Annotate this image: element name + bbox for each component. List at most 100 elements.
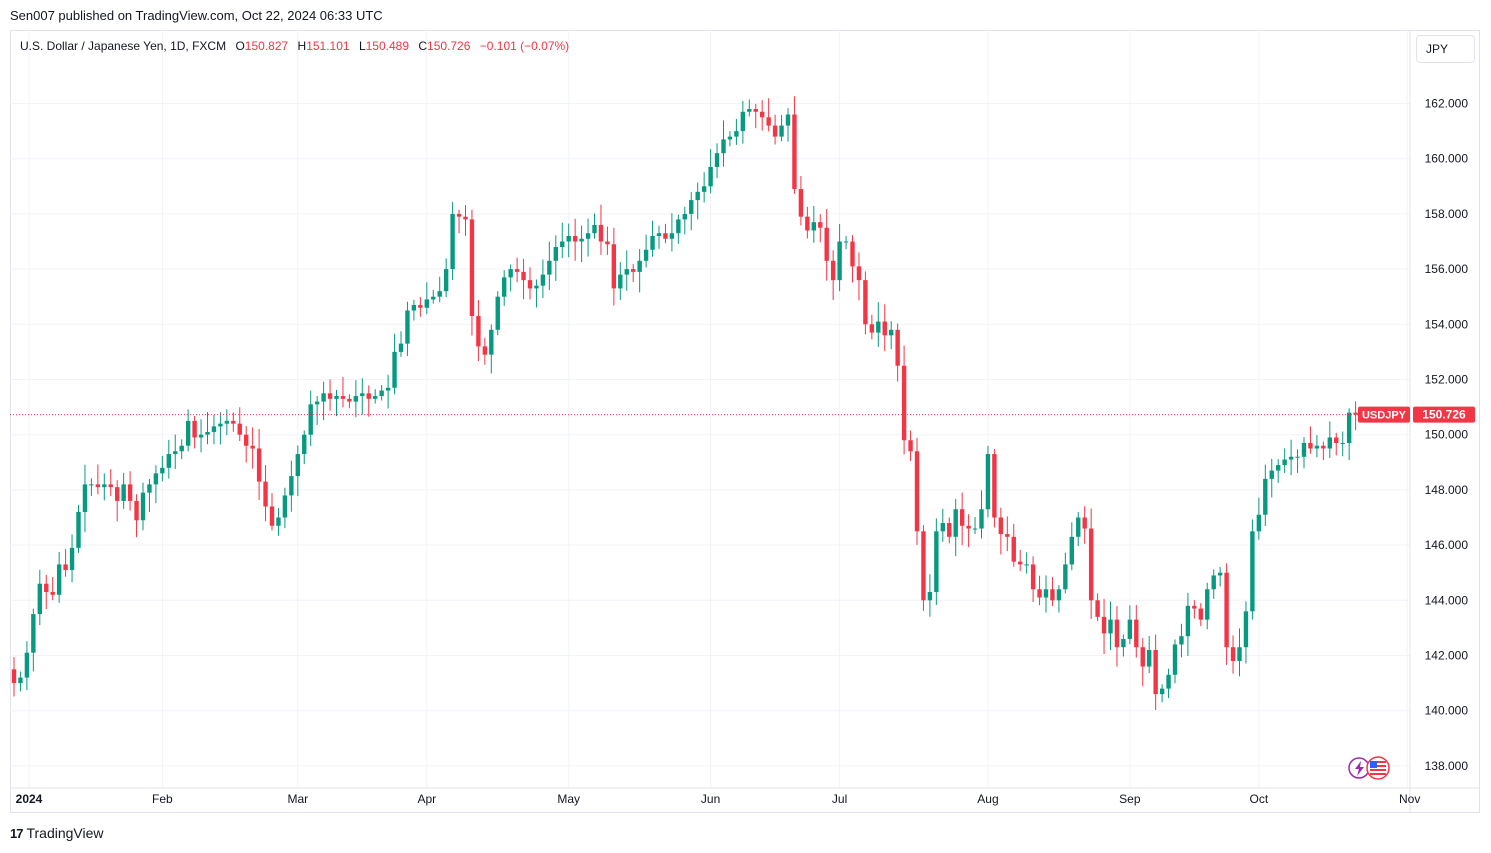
candle-body — [566, 235, 571, 242]
y-tick-label: 146.000 — [1425, 538, 1469, 552]
candle-body — [727, 136, 733, 140]
candle-body — [1256, 514, 1262, 532]
candle-body — [56, 564, 62, 595]
flag-icons[interactable] — [1348, 756, 1390, 780]
candle-body — [256, 448, 262, 482]
candle-body — [192, 420, 197, 438]
tradingview-logo-icon: 17 — [10, 825, 24, 841]
candle-body — [830, 260, 836, 281]
candle-body — [895, 329, 900, 366]
candle-body — [308, 404, 313, 435]
candle-body — [1018, 561, 1023, 565]
candle-body — [811, 222, 816, 231]
x-tick-label: Nov — [1399, 792, 1420, 806]
candle-body — [856, 266, 862, 281]
x-tick-label: Feb — [152, 792, 173, 806]
candle-body — [1166, 674, 1171, 689]
candle-body — [676, 219, 681, 234]
candle-body — [747, 109, 752, 112]
candle-body — [940, 523, 945, 532]
candle-body — [405, 310, 410, 344]
candle-body — [985, 454, 991, 510]
candle-body — [1340, 442, 1345, 444]
candle-body — [224, 420, 230, 424]
candle-body — [295, 454, 300, 477]
candle-body — [1108, 619, 1113, 634]
x-tick-label: Sep — [1119, 792, 1141, 806]
candle-body — [392, 351, 397, 388]
candle-body — [1024, 564, 1029, 566]
x-tick-label: Aug — [977, 792, 998, 806]
candle-body — [418, 304, 423, 308]
candle-body — [914, 451, 920, 532]
candle-body — [147, 484, 152, 493]
candle-body — [979, 509, 984, 529]
candle-body — [863, 280, 868, 325]
candle-body — [140, 492, 146, 521]
candle-body — [1308, 442, 1313, 449]
last-price-tag — [1413, 406, 1475, 423]
y-tick-label: 140.000 — [1425, 704, 1469, 718]
candle-body — [289, 476, 294, 496]
candle-body — [1346, 412, 1352, 443]
candle-body — [689, 200, 694, 214]
candle-body — [514, 269, 520, 272]
symbol-description: U.S. Dollar / Japanese Yen, 1D, FXCM — [20, 39, 227, 53]
y-tick-label: 142.000 — [1425, 649, 1469, 663]
candle-body — [805, 216, 810, 231]
candle-body — [579, 238, 584, 242]
candle-body — [779, 125, 784, 137]
candle-body — [398, 343, 404, 352]
candle-body — [218, 423, 223, 427]
candle-body — [424, 299, 429, 308]
candle-body — [1269, 470, 1274, 479]
candle-body — [1172, 644, 1178, 675]
candle-body — [108, 484, 113, 488]
candle-body — [269, 506, 275, 526]
y-tick-label: 160.000 — [1425, 152, 1469, 166]
candle-body — [263, 481, 268, 507]
close-value: 150.726 — [427, 39, 471, 53]
candle-body — [495, 296, 500, 330]
candle-body — [1237, 647, 1242, 662]
candle-body — [1063, 564, 1068, 590]
candle-body — [1353, 412, 1358, 415]
candle-body — [714, 153, 720, 167]
candle-body — [469, 219, 475, 317]
candle-body — [708, 166, 713, 187]
candle-body — [643, 249, 649, 261]
candle-body — [650, 235, 655, 250]
footer-brand[interactable]: 17 TradingView — [10, 825, 104, 841]
candle-body — [1076, 517, 1081, 537]
candle-body — [869, 324, 875, 333]
high-label: H — [297, 39, 307, 53]
candle-body — [772, 125, 778, 137]
chart-frame — [10, 30, 1480, 813]
candle-body — [102, 484, 107, 488]
candle-body — [792, 114, 797, 190]
candle-body — [598, 224, 604, 242]
candle-body — [1282, 459, 1287, 466]
candle-body — [353, 396, 359, 402]
candle-body — [76, 511, 81, 548]
candle-body — [502, 277, 507, 297]
x-tick-label: Oct — [1250, 792, 1269, 806]
candle-body — [592, 224, 597, 234]
candle-body — [785, 114, 791, 126]
candle-body — [1030, 564, 1036, 590]
candle-body — [282, 495, 288, 518]
candle-body — [1250, 531, 1255, 612]
candle-body — [173, 451, 178, 455]
candle-body — [321, 393, 326, 402]
candle-body — [160, 467, 165, 474]
candle-body — [753, 109, 758, 112]
x-tick-label: May — [557, 792, 580, 806]
candle-body — [1121, 638, 1126, 648]
candle-body — [998, 517, 1004, 535]
candle-body — [953, 509, 958, 537]
candle-body — [553, 247, 558, 261]
candle-body — [166, 454, 171, 468]
currency-button[interactable]: JPY — [1416, 35, 1475, 63]
footer-brand-text: TradingView — [26, 825, 104, 841]
